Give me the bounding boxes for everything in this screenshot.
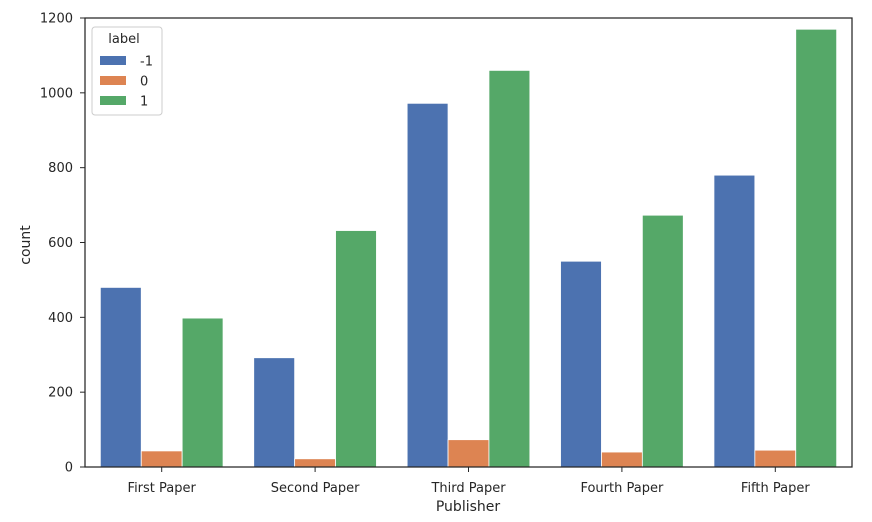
x-tick-label: Fifth Paper xyxy=(741,481,810,496)
y-tick-label: 0 xyxy=(65,461,73,476)
legend-label-series-0: 0 xyxy=(140,75,148,90)
bar-first-paper-series--1 xyxy=(99,286,142,468)
bars-group xyxy=(99,28,838,468)
legend-swatch-series--1 xyxy=(100,56,126,65)
y-tick-label: 200 xyxy=(48,386,73,401)
bar-fifth-paper-series-1 xyxy=(795,28,838,468)
x-tick-label: Fourth Paper xyxy=(580,481,663,496)
x-tick-label: First Paper xyxy=(128,481,197,496)
x-ticks-group: First Paper Second Paper Third Paper Fourth… xyxy=(128,467,810,496)
x-tick-label: Second Paper xyxy=(271,481,360,496)
y-tick-label: 1000 xyxy=(40,86,73,101)
bar-first-paper-series-0 xyxy=(140,450,183,468)
bar-second-paper-series-0 xyxy=(294,458,336,468)
bar-second-paper-series--1 xyxy=(253,357,296,468)
legend-label-series--1: -1 xyxy=(140,55,153,70)
bar-third-paper-series--1 xyxy=(406,102,449,468)
bar-second-paper-series-1 xyxy=(335,230,377,468)
y-tick-label: 400 xyxy=(48,311,73,326)
y-ticks-group: 0 200 400 600 800 1000 1200 xyxy=(40,12,85,476)
bar-third-paper-series-0 xyxy=(447,439,490,468)
bar-fourth-paper-series-0 xyxy=(601,451,643,468)
legend-swatch-series-1 xyxy=(100,96,126,105)
legend-box xyxy=(91,26,163,116)
x-tick-label: Third Paper xyxy=(430,481,506,496)
y-axis-label: count xyxy=(18,225,34,265)
bar-first-paper-series-1 xyxy=(181,317,224,468)
legend-swatch-series-0 xyxy=(100,76,126,85)
bar-fourth-paper-series--1 xyxy=(560,260,602,468)
bar-third-paper-series-1 xyxy=(488,69,531,468)
bar-fifth-paper-series-0 xyxy=(754,449,797,468)
bar-fifth-paper-series--1 xyxy=(713,174,756,468)
x-axis-label: Publisher xyxy=(436,499,501,515)
legend-title: label xyxy=(108,32,139,47)
y-tick-label: 800 xyxy=(48,161,73,176)
legend: label -1 0 1 xyxy=(91,26,163,116)
bar-fourth-paper-series-1 xyxy=(641,214,684,468)
y-tick-label: 600 xyxy=(48,236,73,251)
y-tick-label: 1200 xyxy=(40,12,73,27)
legend-label-series-1: 1 xyxy=(140,95,148,110)
plot-frame xyxy=(84,17,853,468)
